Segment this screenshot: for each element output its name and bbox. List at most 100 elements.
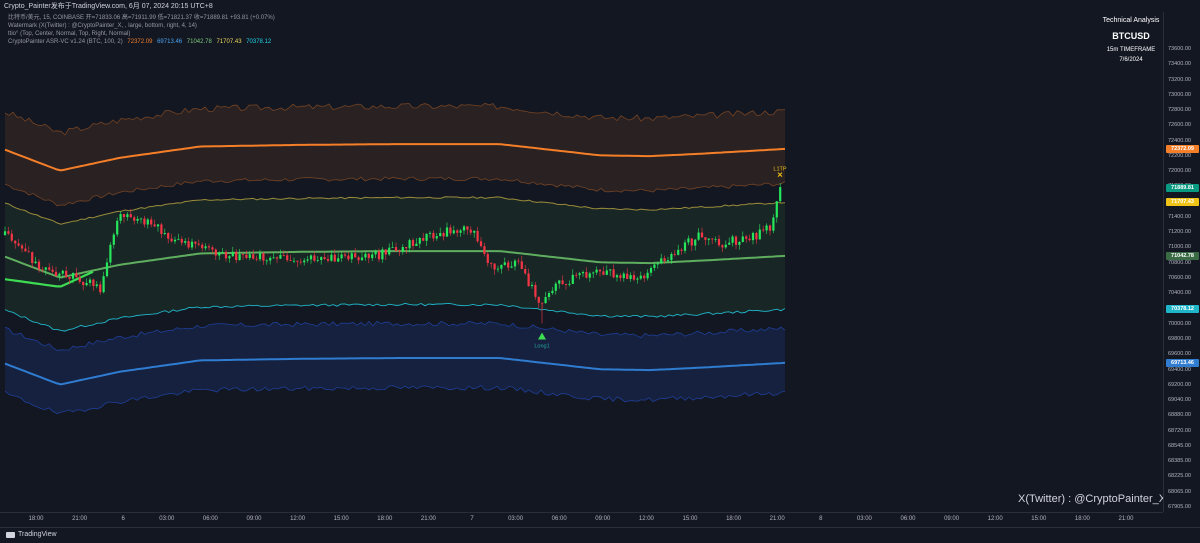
price-axis[interactable]: 73600.00 73400.00 73200.00 73000.00 72800.00… <box>1163 12 1200 512</box>
candle-body <box>95 284 98 287</box>
ttio-indicator-legend[interactable]: ttio° (Top, Center, Normal, Top, Right, … <box>8 31 131 37</box>
price-badge-2: 71707.43 <box>1166 198 1199 207</box>
candle-body <box>105 262 109 277</box>
upper-outer-line <box>4 102 786 136</box>
candle-body <box>765 225 768 231</box>
candle-body <box>619 275 622 279</box>
candle-body <box>371 254 374 259</box>
candle-body <box>306 259 309 261</box>
technical-analysis-box: Technical Analysis BTCUSD 15m TIMEFRAME … <box>1100 16 1162 65</box>
price-tick-label: 70600.00 <box>1168 275 1191 281</box>
candle-body <box>231 251 234 257</box>
candle-body <box>78 277 81 282</box>
time-tick-label: 12:00 <box>638 516 654 522</box>
candle-body <box>388 247 391 255</box>
upper-resistance-band <box>5 103 785 206</box>
candle-body <box>377 251 381 260</box>
time-tick-label: 12:00 <box>290 516 306 522</box>
candle-body <box>738 241 741 245</box>
candle-body <box>364 253 367 258</box>
asr-vc-indicator-legend[interactable]: CryptoPainter ASR-VC v1.24 (BTC, 100, 2)… <box>8 38 274 46</box>
time-tick-label: 18:00 <box>28 516 44 522</box>
candle-body <box>677 249 680 255</box>
lower-outer-line <box>4 384 786 415</box>
take-profit-marker[interactable] <box>777 172 783 178</box>
candle-body <box>649 267 653 273</box>
price-tick-label: 69040.00 <box>1168 397 1191 404</box>
candle-body <box>289 260 292 261</box>
time-tick-label: 15:00 <box>1031 516 1047 522</box>
candle-body <box>405 247 408 249</box>
candle-body <box>605 270 608 275</box>
candle-body <box>207 246 211 248</box>
candle-body <box>486 254 489 263</box>
indicator-value-5: 70378.12 <box>246 39 272 45</box>
candle-body <box>666 260 670 261</box>
candle-body <box>65 270 68 278</box>
candle-body <box>354 253 357 258</box>
candle-body <box>248 254 251 258</box>
candle-body <box>58 273 61 276</box>
time-tick-label: 03:00 <box>159 516 175 522</box>
time-tick-label: 09:00 <box>595 516 611 522</box>
candle-body <box>309 255 313 260</box>
price-badge-5: 69713.46 <box>1166 358 1199 367</box>
time-tick-label: 06:00 <box>202 516 218 522</box>
candle-body <box>10 233 13 241</box>
candle-body <box>479 241 483 247</box>
price-tick-label: 70800.00 <box>1168 259 1191 266</box>
yellow-band-line <box>4 196 786 225</box>
symbol-legend[interactable]: 比特币/美元, 15, COINBASE 开=71833.06 高=71911.… <box>8 15 275 21</box>
candle-body <box>143 218 146 225</box>
candle-body <box>374 251 377 255</box>
candle-body <box>228 256 231 259</box>
candle-body <box>31 252 34 264</box>
candle-body <box>639 275 642 279</box>
price-badge-4: 70378.12 <box>1166 305 1199 314</box>
price-tick-label: 68065.00 <box>1168 488 1191 495</box>
price-tick-label: 69400.00 <box>1168 366 1191 373</box>
candle-body <box>177 238 180 240</box>
watermark-indicator-legend[interactable]: Watermark (X(Twitter) : @CryptoPainter_X… <box>8 23 197 29</box>
time-axis[interactable]: 18:00 21:00 6 03:00 06:00 09:00 12:00 15:00 18:0… <box>0 512 1163 527</box>
candle-body <box>721 245 724 248</box>
candle-body <box>466 226 469 230</box>
candle-body <box>758 229 761 240</box>
price-tick-label: 72200.00 <box>1168 152 1191 159</box>
candle-body <box>711 238 714 240</box>
tradingview-logo[interactable]: TradingView <box>6 531 57 538</box>
candle-body <box>221 251 224 253</box>
candle-body <box>394 247 398 251</box>
price-chart-canvas[interactable]: Long1 L1TP <box>0 12 1163 512</box>
long-signal-marker[interactable] <box>538 332 546 340</box>
price-tick-label: 69600.00 <box>1168 351 1191 358</box>
candle-body <box>517 260 520 262</box>
candle-body <box>75 273 78 278</box>
candle-body <box>779 187 782 202</box>
candle-body <box>564 284 568 285</box>
candle-body <box>428 232 432 234</box>
candle-body <box>541 302 544 304</box>
candle-body <box>156 224 160 227</box>
trend-highlight-line <box>4 270 94 288</box>
candle-body <box>34 261 37 264</box>
lower-support-band <box>5 321 785 414</box>
candle-body <box>204 246 207 249</box>
indicator-value-1: 72372.09 <box>127 39 153 45</box>
footer-bar: TradingView <box>0 527 1200 543</box>
candle-body <box>340 254 343 259</box>
candle-body <box>126 214 129 218</box>
time-tick-label: 15:00 <box>682 516 698 522</box>
time-tick-label: 18:00 <box>377 516 393 522</box>
price-tick-label: 72400.00 <box>1168 137 1191 144</box>
candle-body <box>445 227 449 237</box>
technical-analysis-date: 7/6/2024 <box>1119 57 1143 63</box>
candle-body <box>313 255 316 261</box>
candle-body <box>292 260 296 262</box>
candle-body <box>269 257 272 261</box>
candle-body <box>330 254 333 261</box>
time-tick-label: 21:00 <box>1118 516 1134 522</box>
candle-body <box>772 217 775 231</box>
candle-body <box>51 269 54 272</box>
